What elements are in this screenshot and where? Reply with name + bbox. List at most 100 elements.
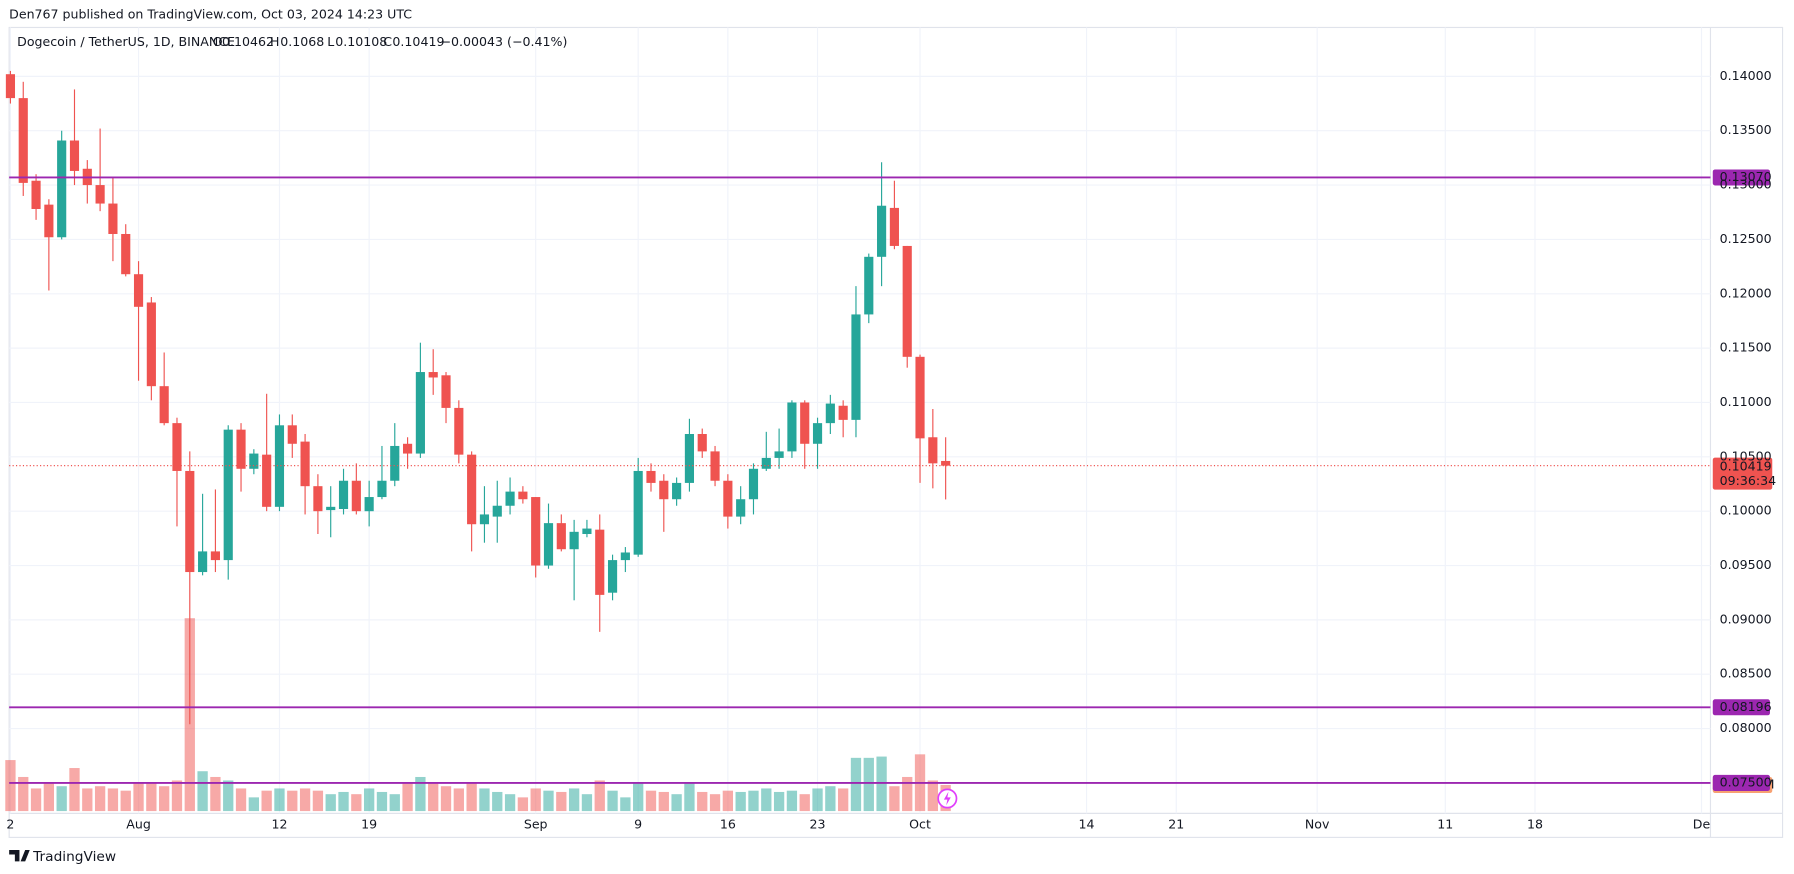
candle-body (274, 425, 285, 507)
candle-body (697, 434, 707, 452)
candle-body (569, 531, 579, 550)
candle-body (505, 491, 515, 506)
candle-body (338, 480, 349, 510)
candle-body (133, 274, 144, 307)
candle-body (390, 445, 400, 481)
volume-bar (761, 788, 772, 812)
y-tick-label: 0.12500 (1720, 231, 1772, 246)
legend-low: 0.10108 (335, 34, 387, 49)
candle-body (198, 551, 208, 573)
volume-bar (43, 782, 55, 812)
volume-bar (863, 757, 874, 812)
volume-bar (30, 788, 42, 812)
volume-bar (466, 782, 477, 812)
level-label-box (1712, 699, 1770, 716)
volume-bar (299, 788, 311, 812)
volume-bar (530, 788, 541, 812)
legend-key: C (383, 34, 392, 49)
candle-body (185, 470, 195, 573)
candle-body (646, 470, 656, 483)
chart-frame (8, 26, 1784, 838)
candle-body (5, 74, 16, 99)
y-tick-label: 0.09500 (1720, 557, 1772, 572)
candle-body (607, 560, 618, 593)
volume-bar (363, 788, 375, 812)
volume-bar (479, 788, 490, 812)
candle-body (748, 468, 759, 500)
x-tick-label: Oct (909, 816, 931, 831)
volume-bar (69, 768, 80, 812)
x-tick-label: 18 (1527, 816, 1543, 831)
volume-bar (492, 791, 503, 812)
volume-bar (850, 757, 862, 812)
volume-bar (159, 786, 170, 812)
candle-body (428, 372, 438, 378)
volume-bar (440, 786, 452, 812)
countdown-label: 09:36:34 (1720, 473, 1777, 488)
candle-body (210, 551, 220, 561)
volume-bar (338, 791, 349, 812)
candle-body (95, 185, 105, 204)
candle-body (479, 514, 490, 525)
volume-bar (197, 771, 208, 812)
volume-bar (799, 794, 810, 812)
candle-body (761, 457, 771, 469)
volume-bar (543, 790, 554, 812)
candle-body (69, 140, 80, 171)
volume-bar (697, 791, 708, 812)
publish-header: Den767 published on TradingView.com, Oct… (9, 6, 412, 21)
volume-bar (735, 791, 746, 812)
candle-body (825, 403, 835, 424)
volume-bar (312, 790, 324, 812)
candle-body (313, 486, 323, 512)
lightning-icon[interactable] (937, 788, 958, 809)
candle-body (44, 204, 54, 238)
volume-bar (235, 788, 247, 812)
volume-bar (671, 794, 682, 812)
volume-bar (607, 790, 618, 812)
x-tick-label: 23 (810, 816, 826, 831)
legend-key: H (270, 34, 279, 49)
volume-bar (389, 794, 400, 812)
x-tick-label: 16 (720, 816, 736, 831)
volume-bar (376, 791, 388, 812)
volume-bar (825, 786, 836, 812)
candle-body (902, 245, 912, 357)
volume-bar (786, 790, 798, 812)
candle-body (492, 505, 502, 517)
x-tick-label: 14 (1079, 816, 1095, 831)
y-tick-label: 0.08000 (1720, 720, 1772, 735)
candle-body (851, 314, 861, 420)
volume-bar (261, 790, 272, 812)
price-label: 0.10419 (1720, 458, 1772, 473)
candle-body (659, 480, 669, 500)
candle-body (18, 98, 28, 183)
level-label: 0.08196 (1720, 699, 1772, 714)
volume-bar (568, 788, 580, 812)
volume-bar (274, 788, 285, 812)
candle-body (403, 443, 413, 454)
y-tick-label: 0.11000 (1720, 394, 1772, 409)
x-tick-label: 2 (6, 816, 14, 831)
x-tick-label: 19 (361, 816, 377, 831)
candle-body (633, 470, 643, 555)
candle-body (774, 451, 784, 458)
candle-body (159, 386, 169, 424)
level-label-box (1712, 774, 1770, 791)
candle-body (838, 405, 848, 420)
candle-body (915, 356, 925, 439)
candle-body (620, 552, 630, 561)
legend-key: O (213, 34, 223, 49)
volume-bar (684, 782, 695, 812)
volume-bar (248, 797, 259, 812)
volume-bar (120, 790, 131, 812)
candle-body (556, 523, 566, 550)
y-tick-label: 0.10000 (1720, 503, 1772, 518)
candle-body (441, 375, 451, 408)
candle-body (377, 480, 387, 498)
volume-bar (133, 782, 144, 812)
candle-body (172, 423, 182, 471)
legend-open: 0.10462 (222, 34, 274, 49)
volume-bar (325, 794, 336, 812)
